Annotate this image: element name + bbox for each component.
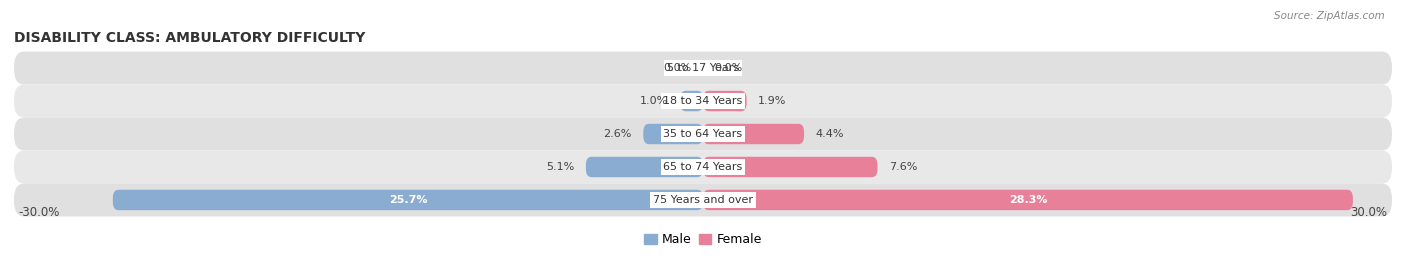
FancyBboxPatch shape [14, 51, 1392, 84]
Text: 65 to 74 Years: 65 to 74 Years [664, 162, 742, 172]
FancyBboxPatch shape [112, 190, 703, 210]
Text: 18 to 34 Years: 18 to 34 Years [664, 96, 742, 106]
Text: 7.6%: 7.6% [889, 162, 917, 172]
Text: 0.0%: 0.0% [714, 63, 742, 73]
Text: 5 to 17 Years: 5 to 17 Years [666, 63, 740, 73]
Text: 5.1%: 5.1% [546, 162, 575, 172]
FancyBboxPatch shape [703, 190, 1353, 210]
FancyBboxPatch shape [14, 184, 1392, 217]
FancyBboxPatch shape [14, 151, 1392, 184]
Text: 35 to 64 Years: 35 to 64 Years [664, 129, 742, 139]
FancyBboxPatch shape [703, 91, 747, 111]
Text: 75 Years and over: 75 Years and over [652, 195, 754, 205]
Text: 2.6%: 2.6% [603, 129, 631, 139]
Legend: Male, Female: Male, Female [640, 228, 766, 251]
FancyBboxPatch shape [14, 117, 1392, 151]
FancyBboxPatch shape [644, 124, 703, 144]
Text: 0.0%: 0.0% [664, 63, 692, 73]
Text: DISABILITY CLASS: AMBULATORY DIFFICULTY: DISABILITY CLASS: AMBULATORY DIFFICULTY [14, 31, 366, 45]
FancyBboxPatch shape [703, 124, 804, 144]
Text: 25.7%: 25.7% [388, 195, 427, 205]
Text: 30.0%: 30.0% [1350, 206, 1388, 219]
Text: 1.9%: 1.9% [758, 96, 786, 106]
Text: -30.0%: -30.0% [18, 206, 60, 219]
Text: Source: ZipAtlas.com: Source: ZipAtlas.com [1274, 11, 1385, 21]
FancyBboxPatch shape [586, 157, 703, 177]
Text: 1.0%: 1.0% [640, 96, 669, 106]
FancyBboxPatch shape [14, 84, 1392, 117]
Text: 28.3%: 28.3% [1008, 195, 1047, 205]
FancyBboxPatch shape [681, 91, 703, 111]
Text: 4.4%: 4.4% [815, 129, 844, 139]
FancyBboxPatch shape [703, 157, 877, 177]
